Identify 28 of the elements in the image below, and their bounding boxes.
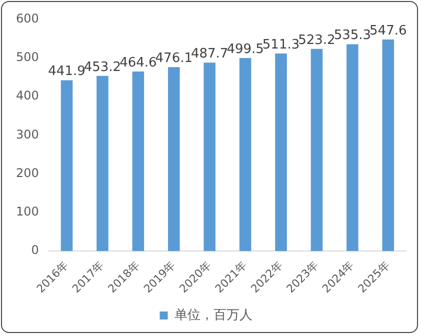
data-label: 499.5 xyxy=(226,42,264,57)
bar xyxy=(60,80,73,252)
bar xyxy=(275,53,287,252)
bar xyxy=(310,48,323,252)
data-label: 547.6 xyxy=(370,23,407,38)
data-label: 464.6 xyxy=(120,55,157,70)
bar xyxy=(132,72,144,252)
data-label: 535.3 xyxy=(334,28,372,44)
bar xyxy=(346,44,358,252)
bar xyxy=(382,39,394,252)
y-tick-label: 400 xyxy=(16,88,39,103)
bar xyxy=(239,58,252,252)
y-tick-label: 600 xyxy=(16,11,39,26)
data-label: 511.3 xyxy=(262,37,300,52)
y-tick-label: 100 xyxy=(16,204,39,219)
data-label: 453.2 xyxy=(84,60,122,75)
bar xyxy=(204,62,216,252)
y-tick-label: 200 xyxy=(16,166,39,180)
legend-label: 单位，百万人 xyxy=(174,308,252,323)
data-label: 476.1 xyxy=(155,50,192,66)
bar xyxy=(168,67,180,252)
bar xyxy=(96,76,108,252)
data-label: 487.7 xyxy=(190,46,228,62)
data-label: 441.9 xyxy=(48,64,86,80)
y-tick-label: 500 xyxy=(16,50,39,64)
y-tick-label: 0 xyxy=(31,243,39,258)
data-label: 523.2 xyxy=(298,32,336,48)
y-tick-label: 300 xyxy=(16,127,39,142)
